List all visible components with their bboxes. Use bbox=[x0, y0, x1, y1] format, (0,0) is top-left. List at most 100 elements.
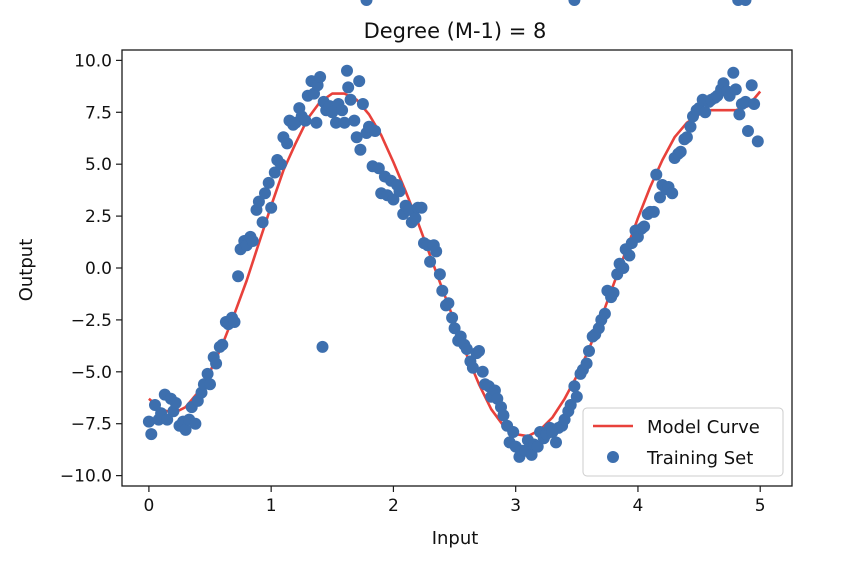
training-point bbox=[341, 64, 353, 77]
y-tick-label: 7.5 bbox=[85, 103, 112, 123]
training-point bbox=[232, 270, 245, 283]
training-point bbox=[507, 426, 520, 438]
training-point bbox=[256, 216, 269, 229]
training-point bbox=[348, 114, 361, 127]
training-point bbox=[338, 116, 351, 129]
training-point bbox=[684, 120, 697, 133]
plot-frame bbox=[121, 49, 793, 487]
x-axis-label: Input bbox=[432, 528, 479, 549]
training-point bbox=[568, 0, 581, 6]
training-point bbox=[424, 255, 437, 268]
training-point bbox=[387, 193, 400, 206]
training-point bbox=[564, 399, 577, 411]
training-point bbox=[617, 262, 630, 274]
training-point bbox=[169, 397, 182, 409]
training-point bbox=[638, 220, 651, 233]
legend-label-model-curve: Model Curve bbox=[647, 417, 760, 438]
training-point bbox=[433, 268, 446, 281]
training-point bbox=[729, 83, 742, 96]
y-tick-label: −5.0 bbox=[71, 363, 112, 383]
legend: Model Curve Training Set bbox=[582, 407, 784, 477]
training-point bbox=[344, 93, 357, 106]
training-point bbox=[179, 423, 192, 436]
training-point bbox=[580, 357, 593, 370]
y-axis-label: Output bbox=[16, 239, 37, 302]
training-point bbox=[330, 116, 342, 129]
training-point bbox=[650, 168, 663, 181]
training-point bbox=[409, 212, 422, 225]
training-point bbox=[372, 162, 385, 175]
x-tick-label: 3 bbox=[510, 496, 521, 516]
x-tick-label: 1 bbox=[266, 496, 277, 516]
training-point bbox=[314, 71, 327, 83]
y-tick-label: −7.5 bbox=[71, 415, 112, 435]
training-point bbox=[281, 137, 294, 150]
training-point bbox=[598, 307, 611, 320]
x-tick-label: 4 bbox=[633, 496, 644, 516]
training-point bbox=[473, 345, 485, 357]
training-point bbox=[149, 399, 161, 411]
training-point bbox=[204, 378, 216, 391]
training-point bbox=[460, 343, 473, 355]
training-point bbox=[252, 195, 265, 208]
training-point bbox=[446, 311, 459, 324]
training-point bbox=[751, 135, 764, 148]
training-point bbox=[356, 98, 369, 110]
y-tick-label: 10.0 bbox=[74, 51, 112, 71]
training-point bbox=[647, 205, 660, 218]
training-point bbox=[246, 235, 259, 247]
training-point bbox=[436, 284, 449, 297]
training-point bbox=[262, 176, 275, 189]
training-point bbox=[733, 108, 746, 121]
training-point bbox=[201, 367, 214, 380]
training-point bbox=[525, 448, 538, 461]
training-point bbox=[476, 365, 489, 378]
y-tick-label: −2.5 bbox=[71, 311, 112, 331]
training-point bbox=[699, 106, 712, 119]
training-point bbox=[369, 125, 382, 137]
training-point bbox=[748, 98, 761, 110]
training-point bbox=[442, 297, 455, 310]
training-point bbox=[265, 201, 278, 214]
training-point bbox=[142, 415, 155, 428]
training-point bbox=[354, 143, 367, 156]
training-point bbox=[745, 79, 758, 92]
training-point bbox=[310, 116, 323, 129]
training-point bbox=[583, 345, 595, 357]
training-point bbox=[216, 338, 229, 351]
training-point bbox=[353, 75, 366, 88]
training-point bbox=[161, 413, 174, 426]
training-point bbox=[448, 322, 461, 335]
training-point bbox=[189, 417, 202, 430]
training-point bbox=[326, 106, 339, 119]
training-point bbox=[666, 187, 679, 200]
training-point bbox=[531, 440, 544, 453]
training-point bbox=[550, 436, 562, 449]
legend-dot-marker bbox=[607, 451, 619, 463]
x-tick-label: 2 bbox=[388, 496, 399, 516]
y-tick-label: −10.0 bbox=[60, 467, 112, 487]
x-tick-label: 0 bbox=[143, 496, 154, 516]
training-point bbox=[430, 245, 443, 258]
x-tick-label: 5 bbox=[755, 496, 766, 516]
training-point bbox=[674, 145, 687, 158]
training-point bbox=[316, 340, 329, 353]
axis-ticks: 0 1 2 3 4 5 −10.0 −7.5 −5.0 −2.5 0.0 2.5 5.0 7.5 10.0 bbox=[60, 51, 766, 516]
training-point bbox=[210, 357, 223, 370]
training-point bbox=[607, 286, 620, 299]
chart-title: Degree (M-1) = 8 bbox=[364, 19, 547, 43]
training-point bbox=[299, 114, 312, 127]
training-point bbox=[342, 81, 355, 94]
training-point bbox=[739, 0, 752, 6]
training-point bbox=[360, 0, 373, 6]
y-tick-label: 2.5 bbox=[85, 207, 112, 227]
training-point bbox=[680, 131, 693, 144]
training-point bbox=[274, 158, 287, 171]
y-tick-label: 0.0 bbox=[85, 259, 112, 279]
training-point bbox=[393, 185, 406, 198]
training-point bbox=[497, 409, 510, 422]
training-point bbox=[570, 390, 583, 403]
training-point bbox=[415, 201, 428, 214]
training-point bbox=[654, 191, 666, 204]
